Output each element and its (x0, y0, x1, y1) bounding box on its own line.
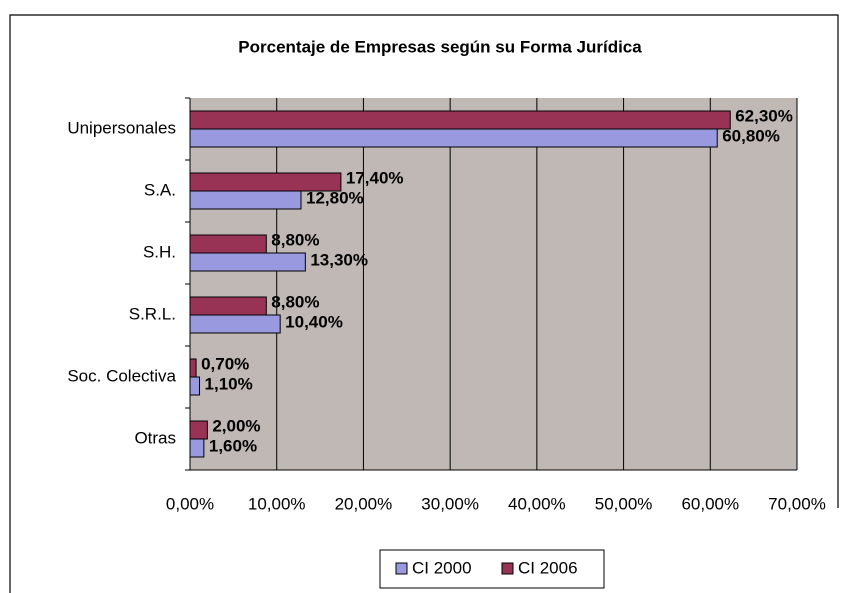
plot-area (190, 98, 797, 470)
data-label: 1,10% (205, 374, 253, 393)
legend-label: CI 2006 (518, 558, 578, 577)
x-tick-label: 30,00% (421, 494, 479, 513)
data-label: 60,80% (722, 126, 780, 145)
x-tick-label: 0,00% (166, 494, 214, 513)
bar (189, 252, 306, 272)
bar (189, 172, 342, 192)
bar (189, 110, 731, 130)
y-tick-label: Otras (134, 428, 176, 447)
x-tick-label: 10,00% (248, 494, 306, 513)
data-label: 10,40% (285, 312, 343, 331)
y-tick-label: S.R.L. (129, 304, 176, 323)
data-label: 2,00% (212, 416, 260, 435)
legend-label: CI 2000 (412, 558, 472, 577)
bar (189, 420, 208, 440)
bar (189, 234, 267, 254)
legend-swatch (501, 562, 514, 575)
chart-title: Porcentaje de Empresas según su Forma Ju… (238, 37, 642, 56)
legend-swatch (395, 562, 408, 575)
y-tick-label: Unipersonales (67, 118, 176, 137)
y-tick-label: S.A. (144, 180, 176, 199)
y-tick-label: S.H. (143, 242, 176, 261)
data-label: 1,60% (209, 436, 257, 455)
legend-box (379, 549, 605, 589)
chart-frame (9, 14, 839, 593)
data-label: 17,40% (346, 168, 404, 187)
x-tick-label: 40,00% (508, 494, 566, 513)
bar (189, 376, 201, 396)
bar (189, 438, 205, 458)
x-tick-label: 70,00% (768, 494, 826, 513)
x-tick-label: 60,00% (681, 494, 739, 513)
data-label: 62,30% (735, 106, 793, 125)
data-label: 8,80% (271, 292, 319, 311)
x-tick-label: 20,00% (335, 494, 393, 513)
data-label: 12,80% (306, 188, 364, 207)
bar (189, 190, 302, 210)
bar (189, 358, 197, 378)
bar (189, 296, 267, 316)
data-label: 13,30% (310, 250, 368, 269)
data-label: 8,80% (271, 230, 319, 249)
bar (189, 128, 718, 148)
y-tick-label: Soc. Colectiva (67, 366, 176, 385)
data-label: 0,70% (201, 354, 249, 373)
bar (189, 314, 281, 334)
x-tick-label: 50,00% (595, 494, 653, 513)
